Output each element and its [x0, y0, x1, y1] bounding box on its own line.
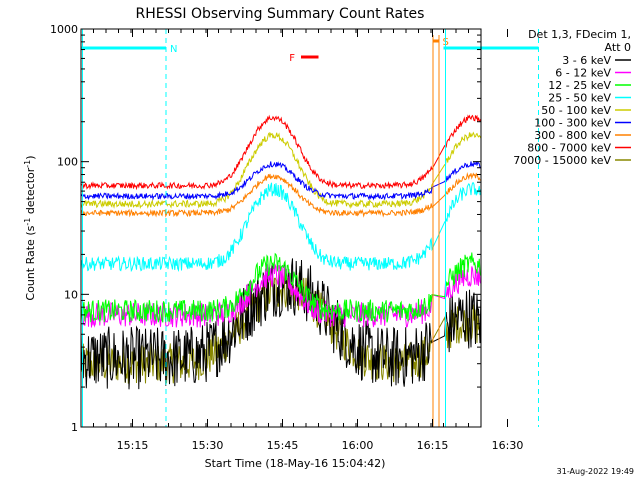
y-axis-label: Count Rate (s-1 detector-1) — [23, 155, 37, 300]
chart-title: RHESSI Observing Summary Count Rates — [136, 6, 425, 22]
legend-label: 12 - 25 keV — [548, 79, 611, 92]
legend-label: 100 - 300 keV — [534, 117, 611, 130]
series-line — [81, 131, 481, 209]
x-tick-label: 16:30 — [492, 439, 524, 452]
y-tick-label: 1 — [71, 421, 78, 434]
legend-label: 6 - 12 keV — [555, 67, 611, 80]
y-axis-label-sup: -1 — [23, 218, 32, 226]
series-line — [81, 182, 481, 273]
legend-label: 25 - 50 keV — [548, 92, 611, 105]
flag-label: N — [170, 44, 177, 55]
series-line — [81, 160, 481, 201]
series-line — [81, 272, 481, 384]
y-axis-label-sup: -1 — [23, 160, 32, 168]
axis-layer: 1 10 100 1000 15:15 15:30 15:45 16:00 16:15 16:30 — [50, 23, 523, 452]
y-axis-label-part: detector — [24, 167, 37, 217]
y-tick-label: 100 — [57, 156, 78, 169]
legend-header-line: Att 0 — [605, 41, 631, 54]
x-tick-label: 15:15 — [117, 439, 149, 452]
legend-label: 7000 - 15000 keV — [513, 154, 611, 167]
legend-header-line: Det 1,3, FDecim 1, — [528, 28, 631, 41]
x-tick-label: 16:00 — [342, 439, 374, 452]
flag-label: F — [289, 53, 295, 64]
series-line — [81, 258, 481, 390]
legend-label: 300 - 800 keV — [534, 129, 611, 142]
x-tick-label: 16:15 — [417, 439, 449, 452]
series-line — [81, 172, 481, 218]
y-axis-label-part: ) — [24, 155, 37, 159]
timestamp: 31-Aug-2022 19:49 — [557, 467, 634, 476]
legend-label: 50 - 100 keV — [541, 104, 611, 117]
y-tick-label: 1000 — [50, 23, 78, 36]
overlay-layer: NFS — [81, 29, 539, 427]
legend-label: 3 - 6 keV — [562, 54, 611, 67]
legend-label: 800 - 7000 keV — [527, 142, 611, 155]
x-tick-label: 15:30 — [192, 439, 224, 452]
series-line — [81, 114, 481, 191]
y-axis-label-part: Count Rate (s — [24, 225, 37, 300]
series-layer — [81, 114, 481, 390]
series-line — [81, 252, 481, 323]
x-axis-label: Start Time (18-May-16 15:04:42) — [205, 457, 386, 470]
x-tick-label: 15:45 — [267, 439, 299, 452]
y-tick-label: 10 — [64, 288, 78, 301]
